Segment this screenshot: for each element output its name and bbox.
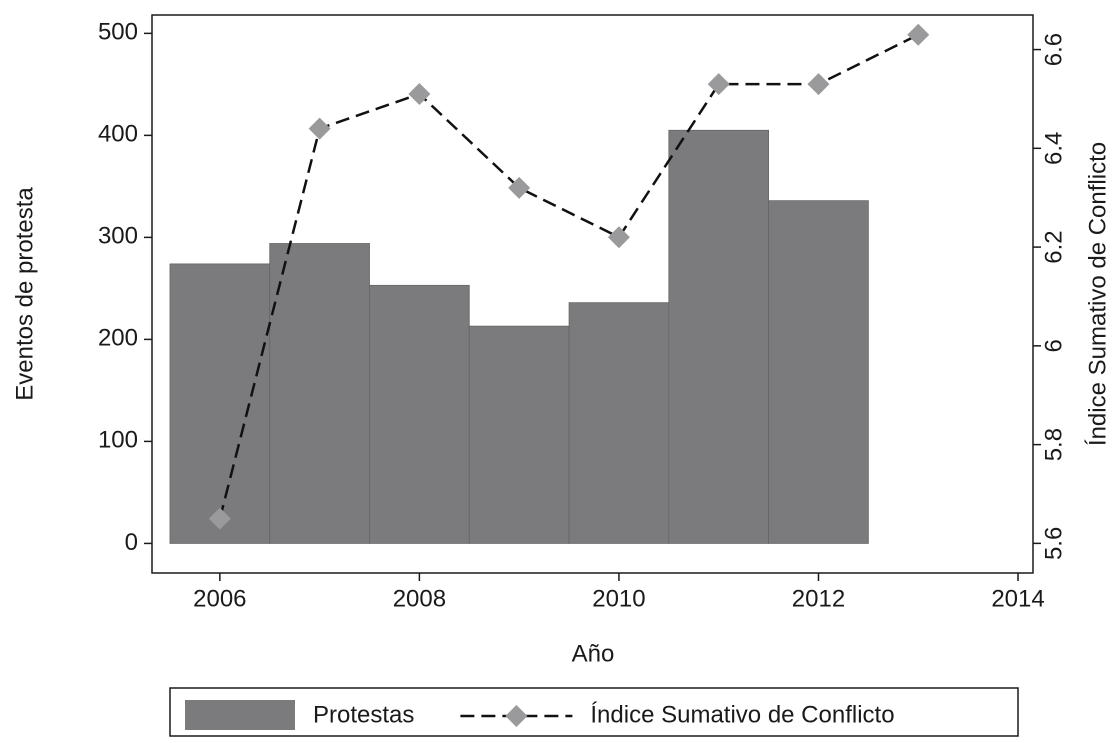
y-tick-label: 400	[98, 121, 138, 148]
legend-swatch	[185, 700, 295, 730]
marker	[807, 73, 830, 96]
y2-axis-title: Índice Sumativo de Conflicto	[1084, 142, 1111, 446]
x-tick-label: 2008	[393, 585, 446, 612]
x-tick-label: 2012	[792, 585, 845, 612]
bar	[169, 263, 271, 544]
bar	[768, 200, 869, 544]
plot-frame	[151, 14, 1034, 574]
y-tick-label: 300	[98, 223, 138, 250]
legend-label: Protestas	[313, 701, 414, 728]
marker	[508, 176, 531, 199]
y-tick-label: 0	[125, 529, 138, 556]
y2-tick-label: 6.2	[1040, 230, 1067, 263]
y2-tick-label: 6.4	[1040, 132, 1067, 165]
marker	[208, 507, 231, 530]
y2-tick-label: 6.6	[1040, 33, 1067, 66]
bar	[668, 129, 770, 544]
y2-tick-label: 5.8	[1040, 428, 1067, 461]
y-tick-label: 200	[98, 325, 138, 352]
x-axis-title: Año	[572, 640, 615, 667]
y2-tick-label: 6	[1040, 339, 1067, 352]
bar	[369, 284, 470, 544]
line	[218, 33, 919, 519]
x-tick-label: 2006	[193, 585, 246, 612]
marker	[408, 83, 431, 106]
y-tick-label: 100	[98, 427, 138, 454]
x-tick-label: 2010	[592, 585, 645, 612]
bar	[568, 302, 670, 544]
x-tick-label: 2014	[991, 585, 1044, 612]
y-tick-label: 500	[98, 19, 138, 46]
legend-label: Índice Sumativo de Conflicto	[590, 701, 894, 728]
marker	[607, 226, 630, 249]
legend-marker	[505, 705, 528, 727]
marker	[707, 73, 730, 96]
legend-box	[169, 687, 1019, 737]
bar	[269, 243, 370, 544]
y2-tick-label: 5.6	[1040, 527, 1067, 560]
y-axis-title: Eventos de protesta	[11, 187, 38, 401]
bar	[468, 325, 570, 544]
marker	[907, 23, 930, 46]
marker	[308, 117, 331, 140]
